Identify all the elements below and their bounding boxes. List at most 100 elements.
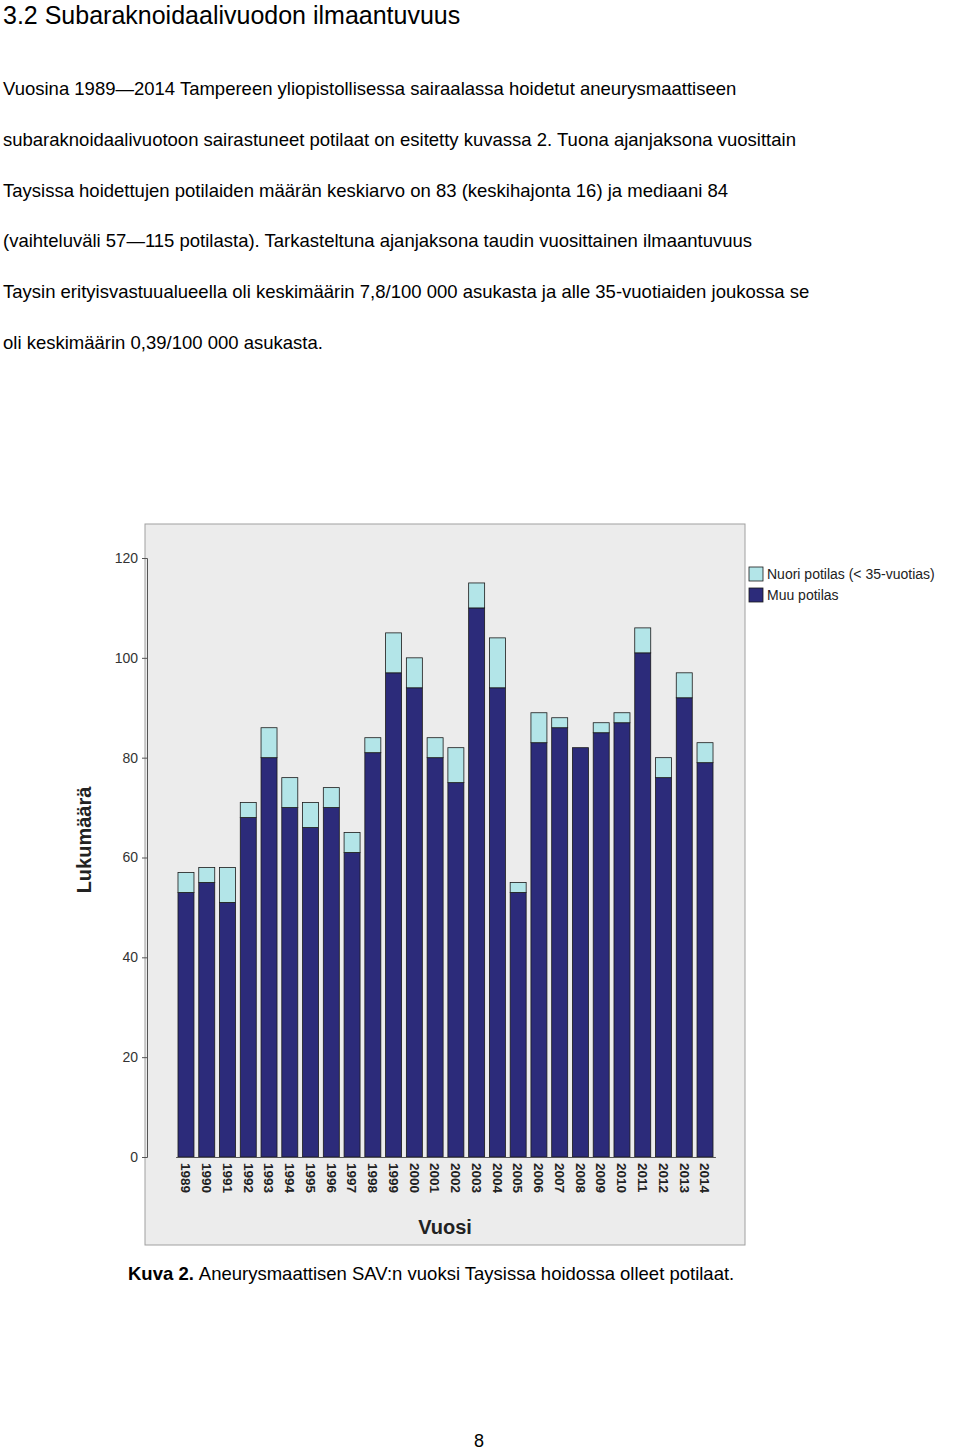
legend-swatch	[749, 567, 763, 581]
bar-segment	[676, 698, 692, 1157]
x-tick-label: 2009	[593, 1163, 608, 1193]
x-tick-label: 2014	[697, 1163, 712, 1194]
bar-segment	[552, 728, 568, 1157]
x-tick: 1990	[199, 1163, 214, 1193]
legend-entry: Nuori potilas (< 35-vuotias)	[749, 566, 935, 582]
legend: Nuori potilas (< 35-vuotias) Muu potilas	[747, 564, 957, 608]
x-tick-label: 2002	[448, 1163, 463, 1193]
page-number: 8	[474, 1431, 484, 1449]
y-tick-mark	[142, 558, 147, 559]
x-tick: 2004	[490, 1163, 505, 1194]
bar-segment	[406, 688, 422, 1157]
x-tick-label: 2006	[531, 1163, 546, 1194]
paragraph-line: subaraknoidaalivuotoon sairastuneet poti…	[3, 129, 796, 150]
y-tick-label: 0	[130, 1149, 138, 1165]
bar-segment	[510, 892, 526, 1157]
legend-entry: Muu potilas	[749, 587, 839, 603]
x-tick: 1995	[303, 1163, 318, 1194]
x-tick: 1993	[261, 1163, 276, 1194]
x-tick: 2003	[469, 1163, 484, 1194]
bar-segment	[469, 608, 485, 1157]
y-axis: 0 20 40 60 80 100 120	[115, 550, 148, 1165]
x-tick: 1994	[282, 1163, 297, 1194]
bar-segment	[386, 673, 402, 1157]
bar-segment	[240, 803, 256, 818]
bar-segment	[593, 733, 609, 1157]
bar-segment	[240, 818, 256, 1157]
y-tick-label: 100	[115, 650, 139, 666]
bar-segment	[614, 713, 630, 723]
bar-segment	[614, 723, 630, 1157]
x-tick-label: 1997	[344, 1163, 359, 1193]
x-tick-label: 2001	[427, 1163, 442, 1194]
x-tick-label: 2012	[656, 1163, 671, 1193]
y-tick: 80	[122, 750, 147, 766]
bar-segment	[178, 872, 194, 892]
x-tick: 1996	[324, 1163, 339, 1194]
x-tick-label: 1999	[386, 1163, 401, 1193]
bar-segment	[406, 658, 422, 688]
bar-segment	[489, 688, 505, 1157]
bar-segment	[427, 758, 443, 1157]
x-tick: 1989	[178, 1163, 193, 1193]
paragraph-line: oli keskimäärin 0,39/100 000 asukasta.	[3, 332, 323, 353]
bar-segment	[676, 673, 692, 698]
bar-segment	[365, 753, 381, 1157]
x-tick-label: 2011	[635, 1163, 650, 1193]
y-tick-label: 120	[115, 550, 139, 566]
y-tick: 60	[122, 849, 147, 865]
y-axis-line	[142, 559, 148, 1158]
y-tick-mark	[142, 758, 147, 759]
x-tick: 2009	[593, 1163, 608, 1193]
x-tick-label: 2005	[510, 1163, 525, 1194]
x-tick: 1991	[220, 1163, 235, 1194]
x-tick: 2013	[677, 1163, 692, 1194]
legend-background	[747, 564, 957, 608]
series	[178, 608, 713, 1157]
x-tick-label: 2003	[469, 1163, 484, 1194]
bar-segment	[303, 828, 319, 1157]
x-tick: 2002	[448, 1163, 463, 1193]
bar-segment	[635, 653, 651, 1157]
bar-segment	[386, 633, 402, 673]
bar-segment	[199, 882, 215, 1157]
y-axis-title: Lukumäärä	[73, 786, 95, 894]
bar-segment	[572, 747, 588, 748]
x-tick: 2007	[552, 1163, 567, 1193]
legend-label: Muu potilas	[767, 587, 839, 603]
x-tick-label: 1992	[241, 1163, 256, 1193]
x-tick: 2001	[427, 1163, 442, 1194]
legend-swatch	[749, 588, 763, 602]
paragraph-line: Taysissa hoidettujen potilaiden määrän k…	[3, 180, 728, 201]
bar-segment	[531, 713, 547, 743]
bar-segment	[510, 882, 526, 892]
y-tick-label: 40	[122, 949, 138, 965]
paragraph-line: Taysin erityisvastuualueella oli keskimä…	[3, 281, 809, 302]
bar-segment	[697, 743, 713, 763]
y-tick: 20	[122, 1049, 147, 1065]
x-tick: 2008	[573, 1163, 588, 1194]
x-tick: 1999	[386, 1163, 401, 1193]
y-tick-mark	[142, 1157, 147, 1158]
y-tick-label: 60	[122, 849, 138, 865]
caption: Kuva 2.Aneurysmaattisen SAV:n vuoksi Tay…	[128, 1263, 734, 1284]
y-tick-mark	[142, 957, 147, 958]
x-tick-label: 1996	[324, 1163, 339, 1194]
bar-segment	[344, 853, 360, 1157]
x-tick: 1998	[365, 1163, 380, 1194]
x-axis-line	[176, 1157, 716, 1158]
x-axis: 1989 1990 1991 1992 1993 1994 1995 1996 1997 1998…	[176, 1158, 716, 1194]
x-tick-label: 1993	[261, 1163, 276, 1194]
x-tick-label: 2007	[552, 1163, 567, 1193]
paragraph-line: (vaihteluväli 57—115 potilasta). Tarkast…	[3, 230, 752, 251]
x-tick: 2014	[697, 1163, 712, 1194]
x-tick-label: 2000	[407, 1163, 422, 1193]
y-tick-label: 20	[122, 1049, 138, 1065]
bars	[178, 583, 713, 1157]
bar-segment	[282, 778, 298, 808]
x-tick: 2005	[510, 1163, 525, 1194]
bar-segment	[572, 748, 588, 1157]
bar-segment	[178, 892, 194, 1157]
bar-segment	[635, 628, 651, 653]
bar-segment	[261, 758, 277, 1157]
